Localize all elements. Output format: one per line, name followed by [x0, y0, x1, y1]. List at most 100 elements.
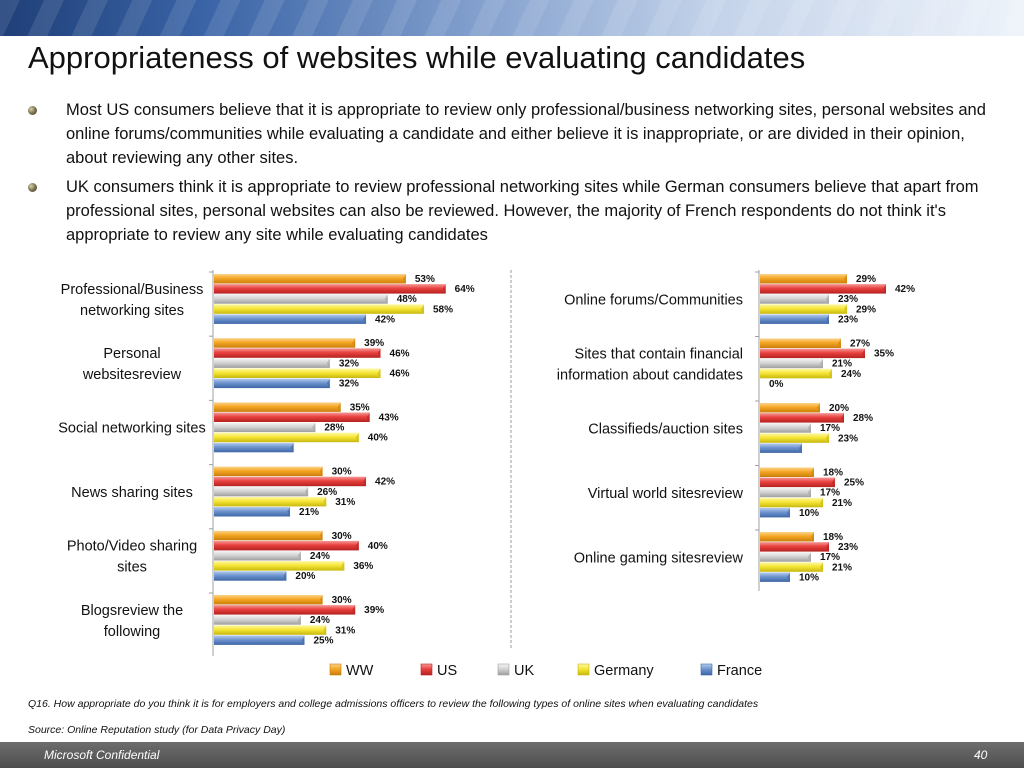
bar-ww-classifieds-auction-sites — [760, 403, 820, 413]
data-label-ww: 53% — [415, 274, 435, 285]
bar-ww-social-networking-sites — [214, 402, 341, 412]
bar-tip — [832, 477, 835, 488]
bar-tip — [820, 562, 823, 572]
legend-label-france: France — [717, 663, 762, 679]
data-label-germany: 21% — [832, 562, 852, 573]
category-label-photo-video-sharing-sites: Photo/Video sharing sites — [67, 539, 197, 576]
bar-tip — [838, 338, 841, 348]
source-note: Source: Online Reputation study (for Dat… — [28, 724, 286, 736]
bar-germany-online-forums-communities — [760, 304, 847, 314]
data-label-us: 28% — [853, 413, 873, 424]
bar-us-classifieds-auction-sites — [760, 413, 844, 423]
bar-germany-blogsreview-the-following — [214, 625, 327, 635]
bar-tip — [363, 314, 367, 324]
bar-tip — [808, 552, 811, 562]
data-label-us: 40% — [368, 541, 388, 552]
data-label-uk: 17% — [820, 552, 840, 563]
footer-confidential: Microsoft Confidential — [44, 748, 160, 762]
data-label-france: 25% — [314, 635, 334, 646]
legend-label-ww: WW — [346, 663, 374, 679]
bar-tip — [323, 496, 327, 507]
bar-us-blogsreview-the-following — [214, 605, 356, 615]
category-label-online-gaming-sitesreview: Online gaming sitesreview — [574, 550, 744, 566]
bar-tip — [297, 551, 301, 561]
data-label-ww: 18% — [823, 532, 843, 543]
bar-tip — [355, 432, 359, 443]
bullet-text: UK consumers think it is appropriate to … — [66, 178, 979, 244]
data-label-uk: 23% — [838, 294, 858, 305]
slide-title: Appropriateness of websites while evalua… — [28, 40, 806, 75]
data-label-ww: 30% — [332, 467, 352, 478]
bar-tip — [287, 507, 291, 517]
bar-tip — [817, 403, 820, 413]
data-label-uk: 24% — [310, 615, 330, 626]
bullet-item: UK consumers think it is appropriate to … — [28, 175, 1008, 247]
data-label-us: 25% — [844, 478, 864, 489]
data-label-germany: 36% — [353, 561, 373, 572]
bar-tip — [826, 542, 829, 552]
bar-uk-sites-that-contain-financial-information-about-candidates — [760, 358, 823, 369]
bar-ww-sites-that-contain-financial-information-about-candidates — [760, 338, 841, 348]
bar-france-news-sharing-sites — [214, 507, 291, 517]
legend-label-us: US — [437, 663, 457, 679]
bar-tip — [844, 274, 847, 284]
bar-tip — [323, 625, 327, 635]
bar-us-online-gaming-sitesreview — [760, 542, 829, 552]
data-label-uk: 26% — [317, 487, 337, 498]
data-label-germany: 58% — [433, 304, 453, 315]
bar-germany-news-sharing-sites — [214, 496, 327, 507]
left-chart-panel: Professional/Business networking sites 53%… — [58, 270, 475, 656]
bar-germany-classifieds-auction-sites — [760, 433, 829, 443]
bar-us-virtual-world-sitesreview — [760, 477, 835, 488]
bar-germany-photo-video-sharing-sites — [214, 561, 345, 571]
bar-tip — [799, 443, 802, 453]
bar-uk-news-sharing-sites — [214, 486, 309, 497]
bar-tip — [811, 532, 814, 542]
bar-ww-photo-video-sharing-sites — [214, 530, 323, 541]
data-label-ww: 35% — [350, 402, 370, 413]
bar-france-professional-business-networking-sites — [214, 314, 367, 324]
category-label-personal-websitesreview: Personal websitesreview — [82, 346, 182, 383]
page-number: 40 — [974, 748, 988, 762]
data-label-germany: 46% — [390, 369, 410, 380]
bar-uk-personal-websitesreview — [214, 358, 330, 368]
bar-us-social-networking-sites — [214, 412, 370, 422]
bar-uk-classifieds-auction-sites — [760, 423, 811, 433]
bar-tip — [787, 507, 790, 518]
data-label-us: 46% — [390, 348, 410, 359]
data-label-ww: 18% — [823, 468, 843, 479]
category-label-sites-that-contain-financial-information-about-candidates: Sites that contain financial information … — [557, 346, 743, 383]
bar-tip — [811, 467, 814, 477]
bar-tip — [319, 466, 323, 477]
data-label-france: 42% — [375, 314, 395, 325]
data-label-us: 43% — [379, 413, 399, 424]
data-label-germany: 40% — [368, 433, 388, 444]
bar-tip — [826, 433, 829, 443]
bar-tip — [883, 284, 886, 294]
legend-swatch-germany — [577, 663, 590, 676]
data-label-us: 42% — [375, 477, 395, 488]
data-label-france: 21% — [299, 507, 319, 518]
bar-germany-professional-business-networking-sites — [214, 304, 424, 314]
data-label-germany: 31% — [335, 497, 355, 508]
data-label-uk: 17% — [820, 423, 840, 434]
bar-france-online-forums-communities — [760, 314, 829, 324]
category-label-professional-business-networking-sites: Professional/Business networking sites — [61, 282, 204, 319]
data-label-germany: 21% — [832, 498, 852, 509]
data-label-uk: 24% — [310, 551, 330, 562]
legend-swatch-uk — [497, 663, 510, 676]
bar-tip — [363, 476, 367, 487]
bullet-dot-icon — [28, 183, 37, 192]
bar-tip — [420, 304, 424, 314]
legend-label-uk: UK — [514, 663, 534, 679]
bar-ww-online-forums-communities — [760, 274, 847, 284]
data-label-us: 35% — [874, 349, 894, 360]
data-label-uk: 48% — [397, 294, 417, 305]
data-label-us: 64% — [455, 284, 475, 295]
right-chart-panel: Online forums/Communities29%42%23%29%23%… — [557, 270, 915, 591]
bar-germany-social-networking-sites — [214, 432, 359, 443]
data-label-us: 23% — [838, 542, 858, 553]
bar-tip — [826, 314, 829, 324]
bar-uk-social-networking-sites — [214, 422, 316, 433]
header-band — [0, 0, 1024, 36]
